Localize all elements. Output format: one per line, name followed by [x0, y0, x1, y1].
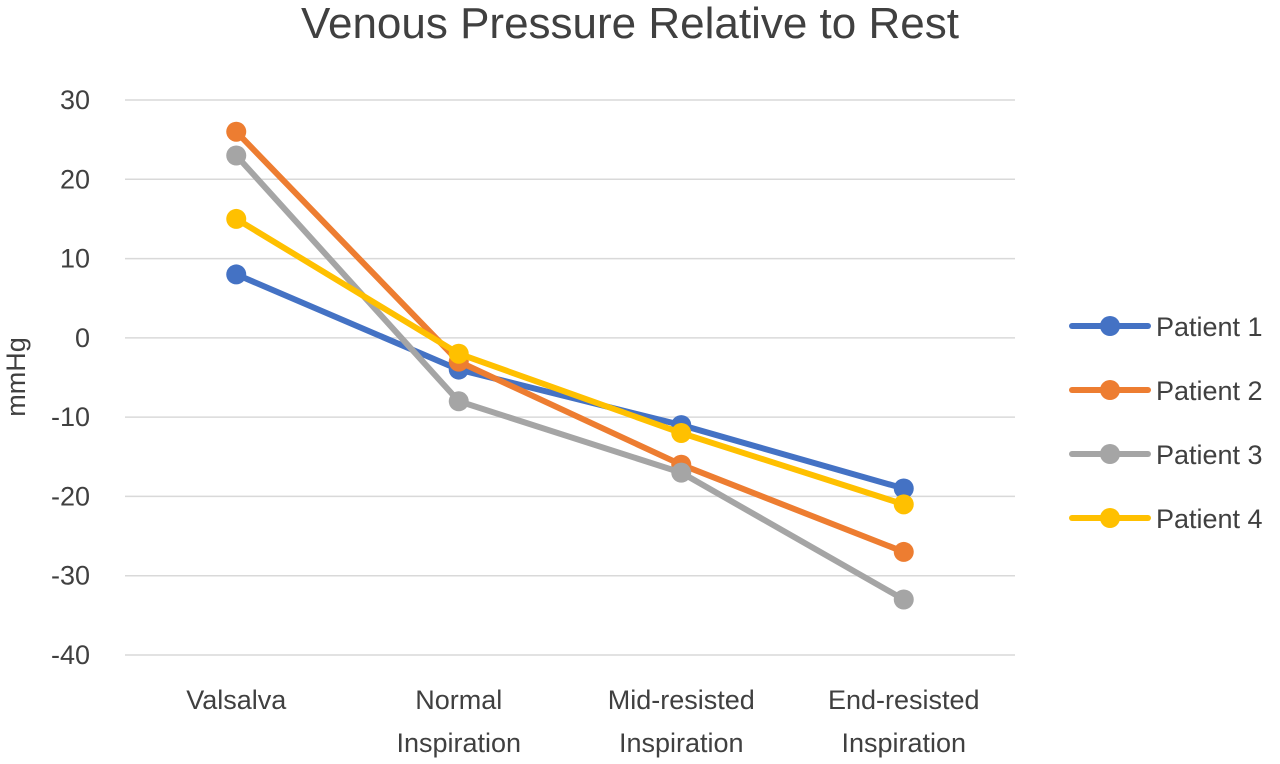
legend-swatch-marker — [1100, 444, 1120, 464]
legend-swatch-marker — [1100, 508, 1120, 528]
y-tick-label: 30 — [60, 85, 90, 115]
legend-item: Patient 3 — [1069, 440, 1263, 470]
data-point — [448, 391, 469, 412]
y-tick-label: -20 — [51, 481, 90, 511]
legend-item: Patient 4 — [1069, 504, 1263, 534]
data-point — [893, 541, 914, 562]
legend-label: Patient 1 — [1156, 312, 1263, 342]
x-category-labels: Valsalva Normal Inspiration Mid-resisted Ins… — [186, 685, 979, 758]
series-lines — [226, 121, 914, 610]
data-point — [226, 208, 247, 229]
y-tick-label: 10 — [60, 244, 90, 274]
series-line — [233, 215, 907, 508]
x-category-label: Mid-resisted — [608, 685, 755, 715]
data-point — [893, 478, 914, 499]
legend-swatch-marker — [1100, 316, 1120, 336]
legend-label: Patient 2 — [1156, 376, 1263, 406]
data-point — [226, 264, 247, 285]
data-point — [893, 494, 914, 515]
x-category-label: Inspiration — [396, 728, 521, 758]
y-tick-label: -30 — [51, 561, 90, 591]
series-3 — [226, 145, 914, 610]
data-point — [671, 423, 692, 443]
chart-title: Venous Pressure Relative to Rest — [301, 0, 959, 48]
x-category-label: Normal — [415, 685, 502, 715]
data-point — [226, 145, 247, 166]
y-tick-label: -40 — [51, 640, 90, 670]
legend-label: Patient 4 — [1156, 504, 1263, 534]
series-line — [233, 128, 907, 555]
legend-item: Patient 1 — [1069, 312, 1263, 342]
data-point — [671, 462, 692, 483]
data-point — [226, 121, 247, 142]
y-tick-labels: 30 20 10 0 -10 -20 -30 -40 — [51, 85, 90, 670]
y-tick-label: 0 — [75, 323, 90, 353]
y-axis-label: mmHg — [1, 337, 31, 417]
series-4 — [226, 208, 914, 515]
x-category-label: Inspiration — [841, 728, 966, 758]
x-category-label: End-resisted — [828, 685, 980, 715]
series-1 — [226, 264, 914, 499]
y-tick-label: -10 — [51, 402, 90, 432]
legend-item: Patient 2 — [1069, 376, 1263, 406]
series-line — [233, 271, 907, 492]
legend-label: Patient 3 — [1156, 440, 1263, 470]
x-category-label: Valsalva — [186, 685, 287, 715]
x-category-label: Inspiration — [619, 728, 744, 758]
series-line — [233, 152, 907, 603]
y-tick-label: 20 — [60, 164, 90, 194]
legend: Patient 1 Patient 2 Patient 3 Patient 4 — [1069, 312, 1263, 534]
data-point — [893, 589, 914, 610]
data-point — [448, 343, 469, 364]
gridlines — [125, 99, 1015, 656]
legend-swatch-marker — [1100, 380, 1120, 400]
